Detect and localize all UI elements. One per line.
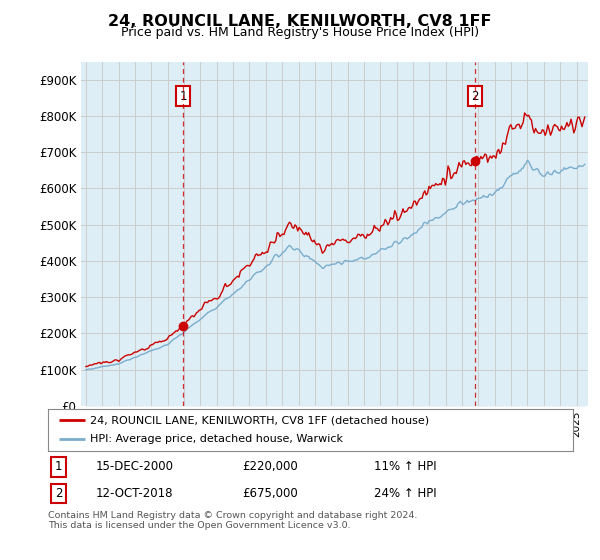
Text: 1: 1 bbox=[55, 460, 62, 473]
Text: Price paid vs. HM Land Registry's House Price Index (HPI): Price paid vs. HM Land Registry's House … bbox=[121, 26, 479, 39]
Text: 11% ↑ HPI: 11% ↑ HPI bbox=[373, 460, 436, 473]
Text: 24, ROUNCIL LANE, KENILWORTH, CV8 1FF: 24, ROUNCIL LANE, KENILWORTH, CV8 1FF bbox=[108, 14, 492, 29]
Text: £220,000: £220,000 bbox=[242, 460, 298, 473]
Text: £675,000: £675,000 bbox=[242, 487, 298, 500]
Text: 15-DEC-2000: 15-DEC-2000 bbox=[95, 460, 173, 473]
Text: HPI: Average price, detached house, Warwick: HPI: Average price, detached house, Warw… bbox=[90, 435, 343, 445]
Text: Contains HM Land Registry data © Crown copyright and database right 2024.
This d: Contains HM Land Registry data © Crown c… bbox=[48, 511, 418, 530]
Text: 1: 1 bbox=[179, 90, 187, 102]
Text: 2: 2 bbox=[471, 90, 479, 102]
Text: 12-OCT-2018: 12-OCT-2018 bbox=[95, 487, 173, 500]
Text: 2: 2 bbox=[55, 487, 62, 500]
Text: 24% ↑ HPI: 24% ↑ HPI bbox=[373, 487, 436, 500]
Text: 24, ROUNCIL LANE, KENILWORTH, CV8 1FF (detached house): 24, ROUNCIL LANE, KENILWORTH, CV8 1FF (d… bbox=[90, 415, 429, 425]
